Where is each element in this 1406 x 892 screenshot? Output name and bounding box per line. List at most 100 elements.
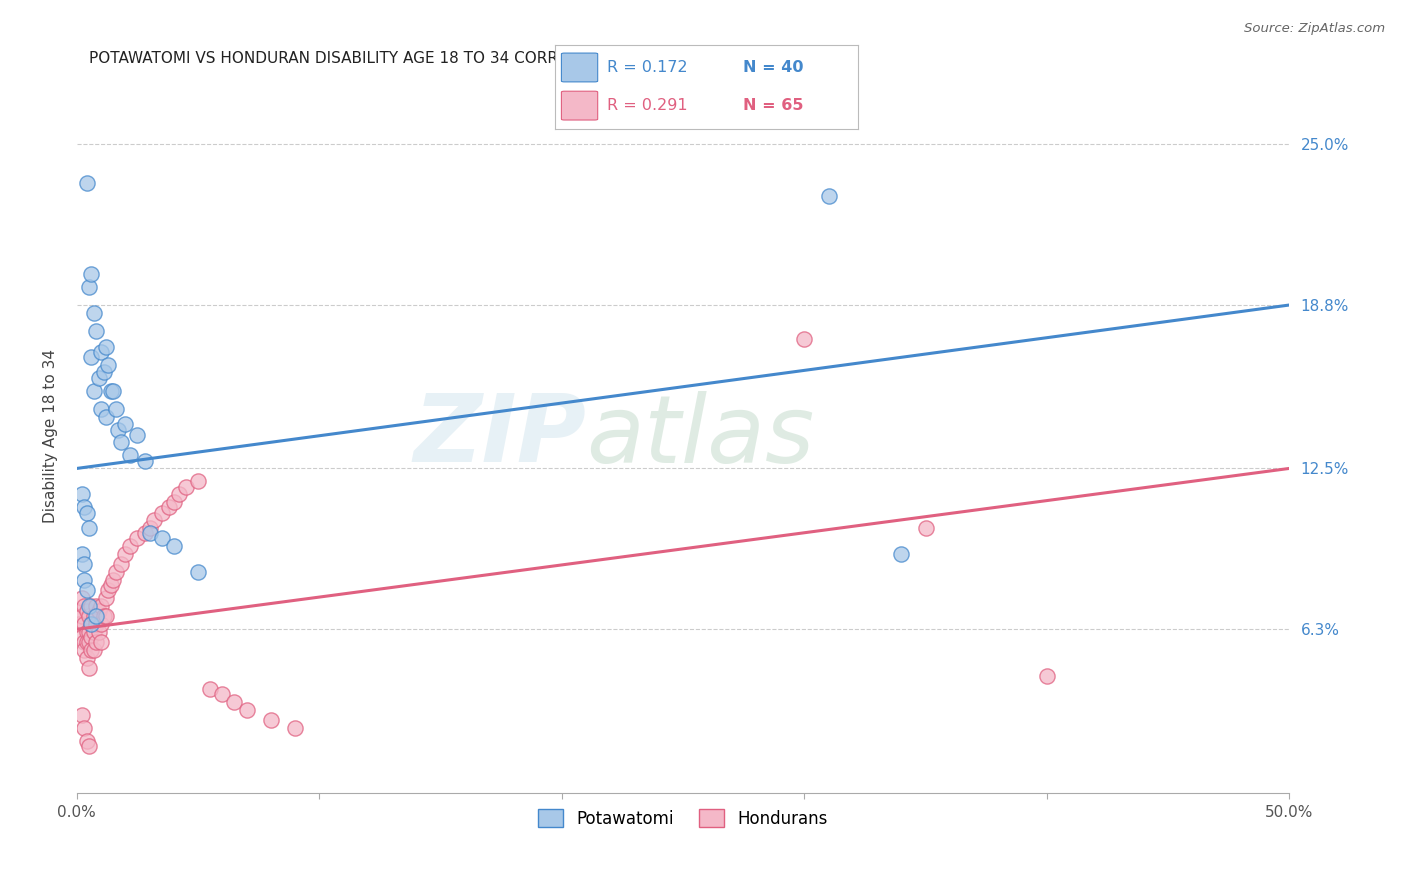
Text: Source: ZipAtlas.com: Source: ZipAtlas.com [1244, 22, 1385, 36]
Text: POTAWATOMI VS HONDURAN DISABILITY AGE 18 TO 34 CORRELATION CHART: POTAWATOMI VS HONDURAN DISABILITY AGE 18… [89, 51, 679, 66]
Point [73, 635, 96, 649]
Point [76, 604, 98, 618]
Point [157, 500, 180, 515]
Point [87, 604, 110, 618]
Point [70, 547, 93, 561]
Point [143, 513, 166, 527]
Point [77, 624, 100, 639]
Point [90, 635, 112, 649]
Point [80, 617, 103, 632]
Point [73, 617, 96, 632]
Point [104, 565, 127, 579]
Point [187, 475, 209, 489]
Point [150, 506, 173, 520]
Point [97, 583, 120, 598]
Point [90, 401, 112, 416]
Point [83, 643, 105, 657]
Point [70, 591, 93, 606]
Point [90, 344, 112, 359]
Point [80, 350, 103, 364]
Point [84, 617, 107, 632]
Point [890, 547, 912, 561]
Point [110, 558, 132, 572]
Point [73, 599, 96, 613]
Point [793, 332, 815, 346]
Point [167, 487, 190, 501]
Point [77, 280, 100, 294]
Point [94, 609, 117, 624]
Point [70, 609, 93, 624]
Point [73, 573, 96, 587]
Point [134, 453, 156, 467]
Point [120, 449, 142, 463]
Point [107, 423, 129, 437]
Point [67, 617, 90, 632]
Point [200, 681, 222, 696]
Point [70, 630, 93, 644]
Point [80, 643, 103, 657]
Point [97, 358, 120, 372]
Point [83, 609, 105, 624]
Point [67, 604, 90, 618]
Point [77, 521, 100, 535]
Point [110, 435, 132, 450]
Point [87, 370, 110, 384]
Text: ZIP: ZIP [413, 390, 586, 482]
Point [284, 721, 307, 735]
FancyBboxPatch shape [561, 54, 598, 82]
Point [84, 635, 107, 649]
Point [120, 539, 142, 553]
Point [174, 479, 197, 493]
Y-axis label: Disability Age 18 to 34: Disability Age 18 to 34 [44, 349, 58, 523]
Point [73, 558, 96, 572]
Point [94, 591, 117, 606]
Point [90, 599, 112, 613]
Point [70, 707, 93, 722]
Point [77, 635, 100, 649]
Point [1036, 669, 1059, 683]
Text: R = 0.291: R = 0.291 [607, 98, 688, 113]
Text: N = 65: N = 65 [742, 98, 803, 113]
Point [914, 521, 936, 535]
Point [77, 599, 100, 613]
Text: N = 40: N = 40 [742, 60, 803, 75]
Point [83, 384, 105, 398]
Point [150, 532, 173, 546]
Text: R = 0.172: R = 0.172 [607, 60, 688, 75]
Point [83, 624, 105, 639]
FancyBboxPatch shape [561, 91, 598, 120]
Legend: Potawatomi, Hondurans: Potawatomi, Hondurans [531, 803, 835, 834]
Point [70, 487, 93, 501]
Point [90, 617, 112, 632]
Point [114, 417, 136, 432]
Point [93, 609, 115, 624]
Point [77, 661, 100, 675]
Point [114, 547, 136, 561]
Point [73, 500, 96, 515]
Point [73, 721, 96, 735]
Point [84, 609, 107, 624]
Point [187, 565, 209, 579]
Point [163, 539, 186, 553]
Point [87, 624, 110, 639]
Text: atlas: atlas [586, 391, 814, 482]
Point [77, 609, 100, 624]
Point [211, 687, 233, 701]
Point [94, 339, 117, 353]
Point [103, 384, 125, 398]
Point [76, 650, 98, 665]
Point [134, 526, 156, 541]
Point [100, 578, 122, 592]
Point [80, 599, 103, 613]
Point [104, 401, 127, 416]
Point [94, 409, 117, 424]
Point [84, 599, 107, 613]
Point [138, 526, 160, 541]
Point [817, 189, 839, 203]
Point [138, 521, 160, 535]
Point [76, 733, 98, 747]
Point [80, 267, 103, 281]
Point [260, 713, 283, 727]
Point [103, 573, 125, 587]
Point [100, 384, 122, 398]
